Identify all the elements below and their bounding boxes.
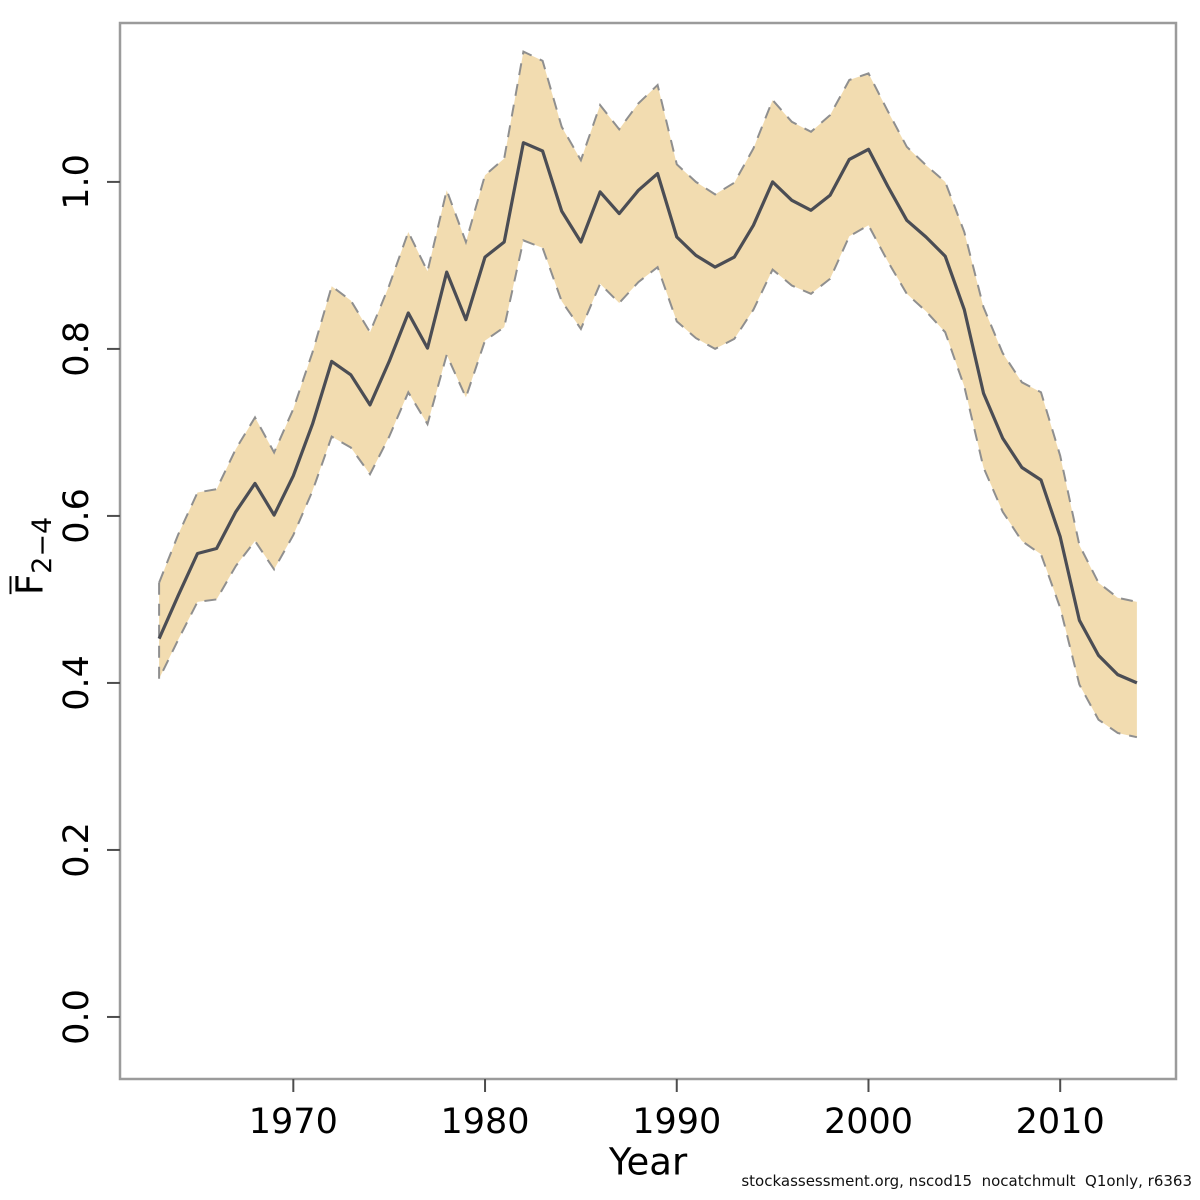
footer-attribution: stockassessment.org, nscod15 nocatchmult… [741,1172,1192,1190]
y-axis-title: F2−4 [8,517,58,596]
x-axis-tick-label: 2010 [1016,1102,1105,1142]
y-axis-tick-label: 0.8 [57,321,97,377]
x-axis-title: Year [608,1140,688,1184]
y-axis-title-subscript: 2−4 [26,516,58,574]
x-axis-tick-label: 1990 [632,1102,721,1142]
confidence-band-lower-edge [158,223,1138,739]
x-axis-tick-label: 1970 [249,1102,338,1142]
plot-box [118,21,1178,1081]
y-axis-tick-label: 0.6 [57,488,97,544]
f-estimate-line [157,141,1138,685]
y-axis-tick-label: 0.4 [57,655,97,711]
confidence-band [159,51,1137,738]
y-axis-tick-label: 0.0 [57,989,97,1045]
f-bar-symbol: F [8,573,52,596]
confidence-band-upper-edge [158,50,1138,603]
y-axis-tick-label: 1.0 [57,154,97,210]
y-axis-tick-label: 0.2 [57,822,97,878]
x-axis-tick-label: 1980 [440,1102,529,1142]
x-axis-tick-label: 2000 [824,1102,913,1142]
